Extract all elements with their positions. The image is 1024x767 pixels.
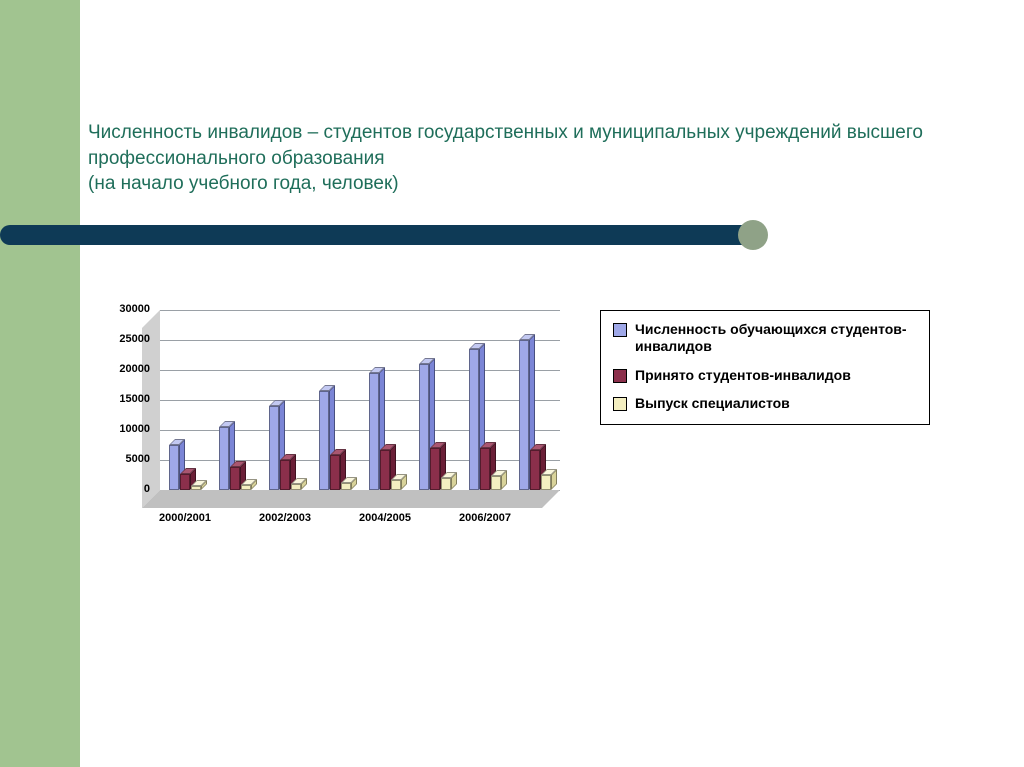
bar [269, 406, 279, 490]
legend-item: Численность обучающихся студентов-инвали… [613, 321, 917, 355]
bar [219, 427, 229, 490]
legend-swatch [613, 323, 627, 337]
slide-stage: Численность инвалидов – студентов госуда… [0, 0, 1024, 767]
y-axis-label: 30000 [90, 303, 150, 315]
bar [180, 474, 190, 490]
slide-title: Численность инвалидов – студентов госуда… [88, 120, 958, 197]
y-axis-label: 15000 [90, 393, 150, 405]
chart-gridline [160, 310, 560, 311]
bar [469, 349, 479, 490]
chart-floor [142, 490, 560, 508]
legend-label: Численность обучающихся студентов-инвали… [635, 321, 917, 355]
legend-item: Принято студентов-инвалидов [613, 367, 917, 384]
chart-gridline [160, 400, 560, 401]
title-line1: Численность инвалидов – студентов госуда… [88, 122, 923, 169]
bar [330, 455, 340, 490]
chart-legend: Численность обучающихся студентов-инвали… [600, 310, 930, 425]
bar-chart: 2000/20012002/20032004/20052006/2007 050… [100, 300, 560, 560]
accent-bar [0, 220, 760, 250]
bar [369, 373, 379, 490]
legend-swatch [613, 369, 627, 383]
y-axis-label: 0 [90, 483, 150, 495]
bar [480, 448, 490, 490]
chart-plot-area [160, 310, 560, 491]
bar [430, 448, 440, 490]
chart-gridline [160, 370, 560, 371]
bar [491, 476, 501, 490]
x-axis-label: 2002/2003 [245, 512, 325, 524]
y-axis-label: 25000 [90, 333, 150, 345]
bar [341, 483, 351, 490]
bar [391, 480, 401, 490]
accent-bar-rod [0, 225, 760, 245]
x-axis-label: 2006/2007 [445, 512, 525, 524]
y-axis-label: 10000 [90, 423, 150, 435]
bar [530, 450, 540, 490]
legend-label: Выпуск специалистов [635, 395, 790, 412]
bar [230, 467, 240, 490]
bar [541, 475, 551, 490]
x-axis-label: 2000/2001 [145, 512, 225, 524]
legend-swatch [613, 397, 627, 411]
y-axis-label: 5000 [90, 453, 150, 465]
chart-x-labels: 2000/20012002/20032004/20052006/2007 [160, 512, 560, 532]
bar [519, 340, 529, 490]
bar [380, 450, 390, 490]
x-axis-label: 2004/2005 [345, 512, 425, 524]
bar [169, 445, 179, 490]
left-green-strip [0, 0, 80, 767]
bar [419, 364, 429, 490]
y-axis-label: 20000 [90, 363, 150, 375]
title-line2: (на начало учебного года, человек) [88, 173, 399, 194]
bar [319, 391, 329, 490]
legend-label: Принято студентов-инвалидов [635, 367, 851, 384]
bar [280, 460, 290, 490]
legend-item: Выпуск специалистов [613, 395, 917, 412]
bar [441, 478, 451, 490]
chart-gridline [160, 340, 560, 341]
